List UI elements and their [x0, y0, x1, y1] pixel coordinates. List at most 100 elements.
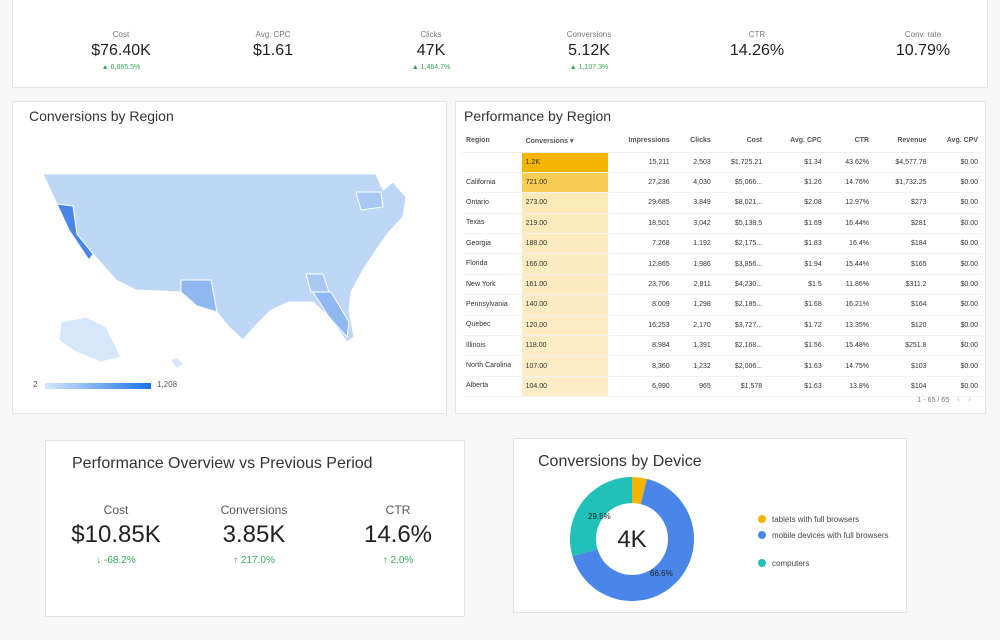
table-cell-ctr: 43.62%	[825, 152, 873, 173]
table-cell-region: Quebec	[462, 315, 522, 337]
table-cell-cost: $5,138.5	[714, 213, 767, 235]
kpi-conv-rate[interactable]: Conv. rate 10.79%	[853, 30, 993, 73]
table-cell-cost: $2,175...	[714, 233, 767, 255]
kpi-avg-cpc[interactable]: Avg. CPC $1.61	[203, 30, 343, 73]
table-row[interactable]: 1.2K 15,211 2,503 $1,725.21 $1.34 43.62% $4,57…	[462, 152, 982, 173]
table-cell-clicks: 965	[673, 376, 715, 398]
us-region-map[interactable]	[31, 162, 431, 382]
map-card-title: Conversions by Region	[29, 108, 174, 124]
table-cell-conversions: 721.00	[521, 172, 608, 194]
table-cell-revenue: $164	[873, 294, 931, 316]
pager-range: 1 - 65 / 65	[917, 397, 950, 404]
table-cell-region: Georgia	[462, 233, 522, 255]
map-region-california[interactable]	[56, 203, 94, 261]
table-row[interactable]: Texas 219.00 18,501 3,042 $5,138.5 $1.69 16.44…	[462, 213, 982, 235]
map-region-usa[interactable]	[42, 173, 407, 343]
next-page-button[interactable]: ›	[968, 394, 971, 404]
column-header[interactable]: Cost	[714, 130, 767, 153]
overview-metric-conversions[interactable]: Conversions 3.85K ↑ 217.0%	[184, 503, 324, 566]
kpi-delta: ▲ 1,107.3%	[569, 64, 609, 71]
table-cell-region: North Carolina	[462, 355, 522, 377]
table-row[interactable]: Alberta 104.00 6,990 965 $1,578 $1.63 13.8% $10…	[462, 376, 982, 398]
table-cell-region	[462, 152, 522, 173]
map-region-hawaii[interactable]	[171, 358, 183, 368]
table-card-title: Performance by Region	[464, 108, 612, 124]
table-row[interactable]: Illinois 118.00 8,984 1,391 $2,168... $1.56 15…	[462, 335, 982, 357]
table-cell-region: Pennsylvania	[462, 294, 522, 316]
legend-item-computers[interactable]: computers	[758, 558, 898, 569]
table-cell-cost: $1,725.21	[714, 152, 767, 173]
column-header[interactable]: Impressions	[607, 130, 674, 153]
table-cell-revenue: $184	[873, 233, 931, 255]
kpi-conversions[interactable]: Conversions 5.12K ▲ 1,107.3%	[519, 30, 659, 73]
kpi-clicks[interactable]: Clicks 47K ▲ 1,464.7%	[361, 30, 501, 73]
table-cell-region: Ontario	[462, 192, 522, 214]
legend-item-tablets[interactable]: tablets with full browsers	[758, 514, 898, 525]
table-cell-cost: $8,021...	[714, 192, 767, 214]
device-donut-chart[interactable]: 4K 29.5% 66.6%	[566, 473, 698, 605]
kpi-value: $76.40K	[91, 42, 151, 59]
table-row[interactable]: Florida 166.00 12,865 1,986 $3,856... $1.94 15…	[462, 253, 982, 275]
metric-delta: ↑ 217.0%	[233, 555, 275, 566]
table-cell-conversions: 104.00	[521, 376, 608, 398]
table-cell-cpc: $1.5	[766, 274, 826, 296]
table-cell-ctr: 16.21%	[825, 294, 873, 316]
map-region-alaska[interactable]	[58, 316, 122, 363]
table-row[interactable]: Georgia 188.00 7,268 1,192 $2,175... $1.83 16.…	[462, 233, 982, 255]
legend-item-mobile[interactable]: mobile devices with full browsers	[758, 530, 898, 541]
donut-slice-mobile[interactable]	[572, 478, 694, 601]
table-cell-cpv: $0.00	[930, 233, 982, 255]
donut-slice-label: 29.5%	[588, 512, 611, 521]
column-header[interactable]: Revenue	[873, 130, 931, 153]
table-row[interactable]: North Carolina 107.00 8,360 1,232 $2,006... $…	[462, 355, 982, 377]
map-region-new-york[interactable]	[355, 191, 384, 211]
kpi-label: Conv. rate	[904, 30, 942, 39]
table-cell-impressions: 16,253	[607, 315, 674, 337]
table-header-row: Region Conversions ▾ Impressions Clicks …	[462, 130, 982, 153]
overview-metric-ctr[interactable]: CTR 14.6% ↑ 2.0%	[328, 503, 468, 566]
table-cell-cost: $2,006...	[714, 355, 767, 377]
donut-slice-computers[interactable]	[570, 477, 632, 557]
table-row[interactable]: California 721.00 27,236 4,030 $5,066... $1.2…	[462, 172, 982, 194]
prev-page-button[interactable]: ‹	[957, 394, 961, 404]
map-region-texas[interactable]	[180, 279, 218, 313]
table-cell-revenue: $104	[873, 376, 931, 398]
legend-swatch	[758, 559, 766, 567]
table-row[interactable]: Ontario 273.00 29,685 3,849 $8,021... $2.08 12…	[462, 192, 982, 214]
kpi-value: 5.12K	[568, 42, 610, 59]
table-cell-clicks: 1,391	[673, 335, 715, 357]
table-cell-revenue: $281	[873, 213, 931, 235]
column-header[interactable]: Avg. CPV	[930, 130, 982, 153]
column-header[interactable]: Region	[462, 130, 522, 153]
table-cell-region: Illinois	[462, 335, 522, 357]
kpi-label: CTR	[748, 30, 766, 39]
table-cell-cost: $4,230...	[714, 274, 767, 296]
donut-slice-tablets[interactable]	[632, 477, 648, 505]
column-header[interactable]: CTR	[825, 130, 873, 153]
column-header[interactable]: Avg. CPC	[766, 130, 826, 153]
kpi-label: Clicks	[420, 30, 442, 39]
table-row[interactable]: Pennsylvania 140.00 8,009 1,298 $2,185... $1.…	[462, 294, 982, 316]
kpi-ctr[interactable]: CTR 14.26%	[687, 30, 827, 73]
table-cell-impressions: 29,685	[607, 192, 674, 214]
column-header-sorted[interactable]: Conversions ▾	[521, 130, 608, 153]
metric-label: Conversions	[220, 503, 288, 517]
performance-overview-card: Performance Overview vs Previous Period …	[45, 440, 465, 617]
kpi-value: $1.61	[252, 42, 294, 59]
kpi-delta	[853, 64, 993, 73]
kpi-label: Avg. CPC	[255, 30, 291, 39]
column-header[interactable]: Clicks	[673, 130, 715, 153]
donut-center-value: 4K	[617, 526, 646, 553]
metric-value: 14.6%	[363, 521, 433, 548]
table-cell-ctr: 11.86%	[825, 274, 873, 296]
table-cell-revenue: $251.8	[873, 335, 931, 357]
table-cell-cpv: $0.00	[930, 335, 982, 357]
overview-metric-cost[interactable]: Cost $10.85K ↓ -68.2%	[46, 503, 186, 566]
kpi-cost[interactable]: Cost $76.40K ▲ 6,865.5%	[51, 30, 191, 73]
table-row[interactable]: Quebec 120.00 16,253 2,170 $3,727... $1.72 13.…	[462, 315, 982, 337]
map-region-georgia[interactable]	[305, 273, 330, 293]
legend-swatch	[758, 515, 766, 523]
table-cell-ctr: 14.76%	[825, 172, 873, 194]
table-cell-cpv: $0.00	[930, 253, 982, 275]
table-row[interactable]: New York 161.00 23,706 2,811 $4,230... $1.5 11…	[462, 274, 982, 296]
